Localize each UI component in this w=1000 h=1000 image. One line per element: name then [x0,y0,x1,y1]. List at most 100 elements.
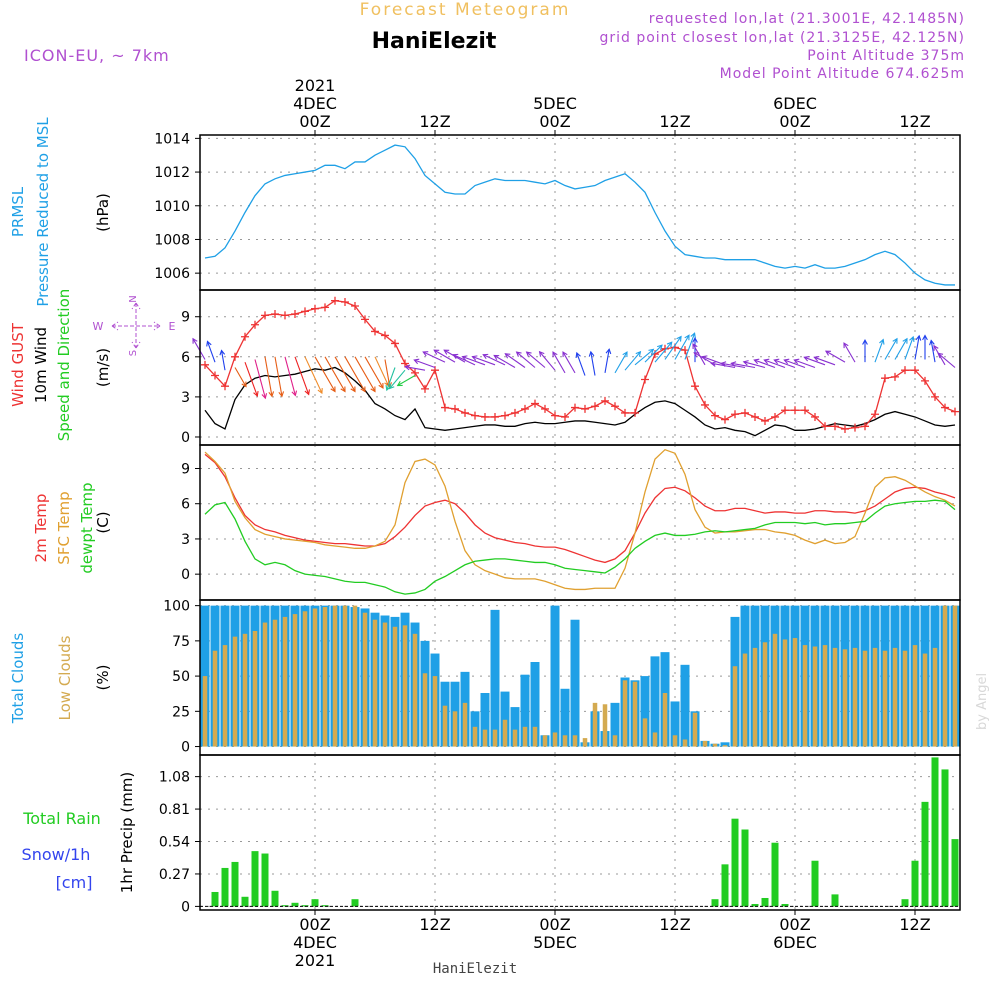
gust-point [901,366,909,375]
top-tick-label: 12Z [899,112,930,131]
y-tick-label: 0.27 [159,867,190,883]
footer-station: HaniElezit [433,961,517,977]
y-tick-label: 6 [181,497,190,513]
gust-point [921,376,929,385]
wind-arrow [397,375,416,386]
bottom-date-label: 5DEC [533,933,577,952]
y-tick-label: 0 [181,430,190,446]
low-cloud-bar [262,622,268,747]
unit-label: 1hr Precip (mm) [118,772,136,893]
wind-arrow-head [929,339,935,346]
gust-point [541,404,549,413]
wind-arrow-head [690,332,696,339]
gust-point [501,411,509,420]
y-tick-label: 1008 [154,232,190,248]
y-tick-label: 100 [163,599,190,615]
panel-temperature: 0 3 6 9 (C) 2m Temp SFC Temp dewpt Temp [32,444,961,601]
gust-point [441,403,449,412]
wind-arrow-head [693,352,700,358]
requested-coords: requested lon,lat (21.3001E, 42.1485N) [649,11,965,27]
rain-bar [311,899,319,907]
low-cloud-bar [302,611,308,747]
low-cloud-bar [732,666,738,747]
gust-point [831,422,839,431]
rain-bar [281,905,289,907]
wind-arrow [804,356,826,366]
wind-arrow-head [330,386,336,393]
low-cloud-bar [862,650,868,747]
gust-point [211,371,219,380]
wind-arrow [364,356,384,389]
wind-arrow-head [461,355,468,361]
low-cloud-bar [792,638,798,747]
wind-arrow-head [773,358,780,365]
rain-bar [711,899,719,907]
pressure-label: PRMSL [9,186,27,237]
rain-bar [941,769,949,907]
wind-arrow [493,355,516,368]
gust-point [551,411,559,420]
low-cloud-bar [562,735,568,747]
wind-arrow [930,340,936,363]
y-tick-label: 1010 [154,199,190,215]
gust-point [221,382,229,391]
wind-arrow [414,359,436,369]
rain-bar [291,902,299,907]
wind-arrow-head [350,386,356,393]
y-tick-label: 0 [181,899,190,915]
wind-arrow-head [862,339,868,345]
gust-point [281,311,289,320]
wind-arrow-head [504,353,511,359]
direction-label: Speed and Direction [55,289,73,442]
wind-arrow-head [515,351,522,357]
wind-line [204,366,956,437]
rain-bar [261,853,269,907]
wind-arrow-head [261,393,268,400]
wind-arrow-head [783,358,790,365]
bottom-tick-label: 12Z [419,915,450,934]
low-cloud-bar [512,729,518,747]
wind-arrow [644,344,663,363]
bottom-tick-label: 12Z [659,915,690,934]
wind-arrow [684,332,696,360]
low-cloud-bar [602,704,608,747]
gust-point [631,408,639,417]
rain-bar [211,891,219,907]
low-cloud-bar [452,711,458,747]
gust-point [711,411,719,420]
unit-label: (hPa) [94,193,112,232]
wind-arrow-head [552,351,558,358]
wind-arrow-head [710,361,717,367]
gust-point [791,406,799,415]
gust-point [261,311,269,320]
gust-point [231,352,239,361]
low-cloud-bar [542,735,548,747]
rain-bar [731,818,739,907]
wind-arrow-head [933,344,939,351]
rain-bar [811,860,819,907]
bottom-year-label: 2021 [295,951,336,970]
rain-bar [301,905,309,907]
wind-arrow [192,338,206,360]
wind-arrow-head [422,351,429,357]
wind-arrow-head [692,343,698,350]
wind-arrow-head [742,360,749,366]
wind-arrow-head [720,361,727,367]
y-tick-label: 75 [172,634,190,650]
low-cloud-bar [932,647,938,747]
total-cloud-bar [560,688,570,747]
top-tick-label: 12Z [419,112,450,131]
low-cloud-bar [882,650,888,747]
wind-arrow-head [433,349,440,355]
low-cloud-bar [752,647,758,747]
low-cloud-bar [952,605,958,747]
low-cloud-bar [852,647,858,747]
y-tick-label: 0.81 [159,802,190,818]
gust-point [291,310,299,319]
pressure-label: Pressure Reduced to MSL [34,117,52,307]
gust-point [781,406,789,415]
wind-arrow-head [443,349,450,355]
